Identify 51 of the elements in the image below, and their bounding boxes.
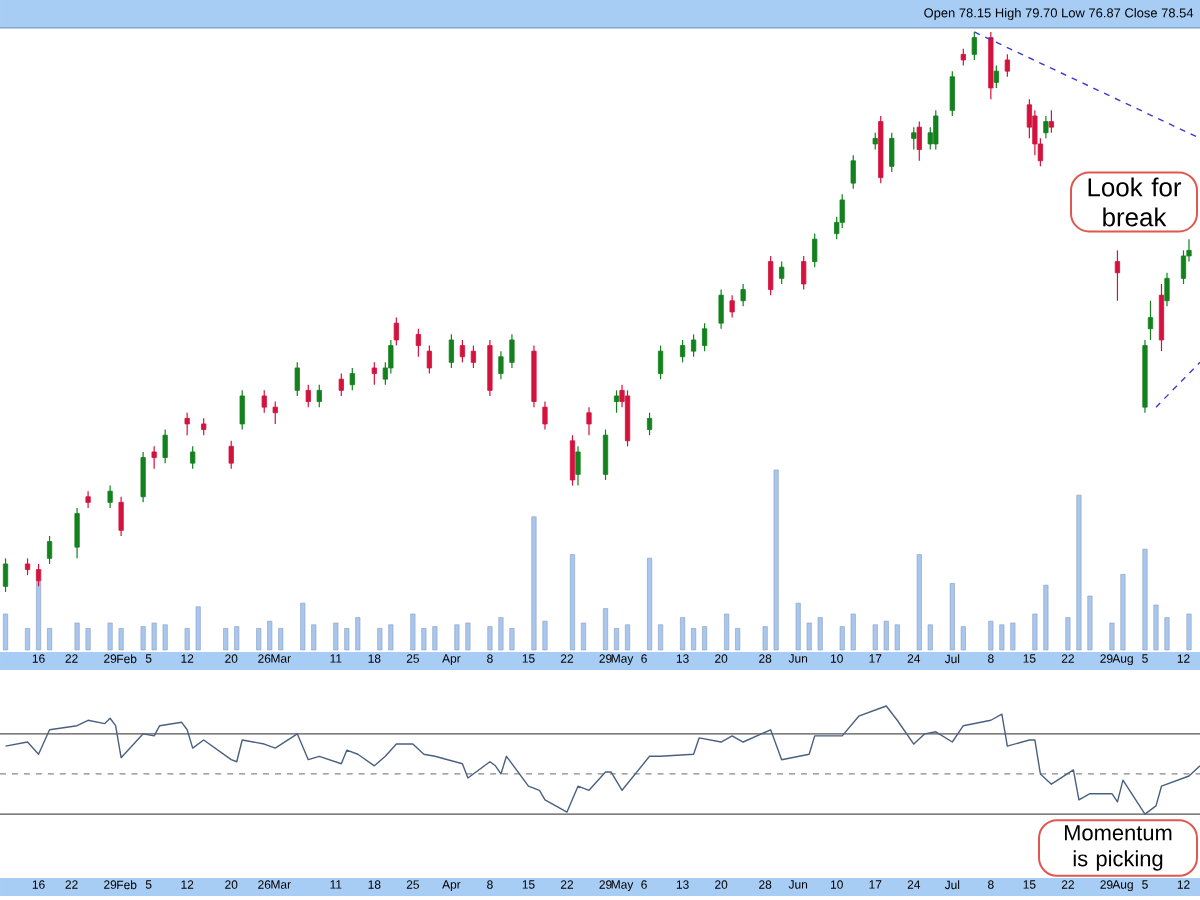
candlestick	[393, 316, 399, 347]
candlestick	[690, 333, 697, 358]
candlestick	[569, 434, 576, 487]
candlestick	[971, 31, 977, 61]
candlestick	[729, 294, 735, 319]
candlestick	[624, 389, 631, 447]
candlestick	[1048, 109, 1054, 134]
candlestick	[850, 154, 856, 190]
candlestick	[768, 255, 774, 296]
candlestick	[426, 344, 432, 375]
candlestick	[349, 367, 355, 391]
candlestick	[509, 333, 515, 369]
candlestick	[993, 64, 999, 89]
candlestick	[1147, 300, 1154, 341]
candlestick	[415, 328, 421, 358]
candlestick	[613, 389, 620, 414]
candlestick	[1164, 272, 1170, 307]
candlestick	[933, 109, 939, 151]
candlestick	[718, 288, 724, 330]
candlestick	[305, 384, 311, 408]
candlestick	[487, 339, 493, 397]
candlestick	[679, 339, 686, 363]
candlestick	[801, 255, 807, 291]
candlestick	[459, 339, 466, 363]
candlestick	[916, 120, 922, 162]
candlestick	[1043, 115, 1049, 139]
candlestick	[316, 384, 322, 408]
annotation: Look for break	[1088, 177, 1182, 227]
candlestick	[949, 70, 955, 117]
candlestick	[338, 372, 344, 397]
candlestick	[779, 260, 785, 285]
candlestick	[586, 406, 592, 436]
candlestick	[470, 344, 477, 369]
candlestick	[911, 126, 917, 151]
candlestick	[1158, 283, 1165, 352]
candlestick	[575, 445, 581, 487]
candlestick	[646, 412, 653, 436]
candlestick	[1004, 53, 1010, 78]
candlestick	[371, 361, 377, 386]
text: Momentum is picking	[1065, 825, 1172, 871]
candlestick	[740, 283, 746, 307]
candlestick	[448, 333, 454, 369]
candlestick	[542, 400, 548, 431]
candlestick	[889, 132, 895, 173]
candlestick	[657, 344, 664, 380]
candlestick	[602, 428, 609, 481]
candlestick	[702, 322, 708, 352]
candlestick	[498, 350, 504, 380]
candlestick	[812, 232, 818, 268]
candlestick	[294, 361, 300, 397]
candlestick	[1114, 249, 1121, 302]
